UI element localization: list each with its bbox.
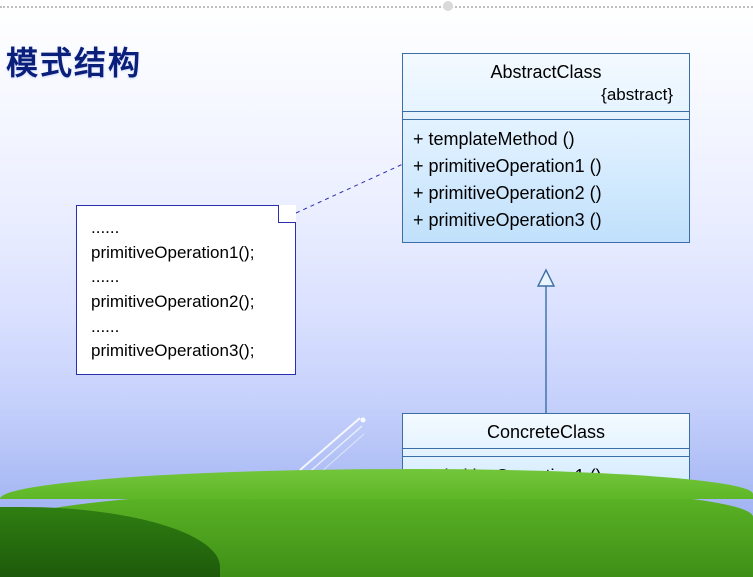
- uml-class-name: ConcreteClass: [487, 422, 605, 442]
- uml-abstract-class: AbstractClass {abstract} + templateMetho…: [402, 53, 690, 243]
- uml-title: AbstractClass {abstract}: [403, 54, 689, 112]
- uml-attributes-empty: [403, 112, 689, 120]
- note-line: ......: [91, 216, 281, 241]
- note-line: primitiveOperation3();: [91, 339, 281, 364]
- note-fold-icon: [278, 205, 296, 223]
- uml-attributes-empty: [403, 449, 689, 457]
- uml-op: + primitiveOperation2 (): [413, 180, 679, 207]
- page-title: 模式结构: [6, 38, 142, 84]
- uml-operations: + templateMethod () + primitiveOperation…: [403, 120, 689, 242]
- note-line: primitiveOperation2();: [91, 290, 281, 315]
- note-line: ......: [91, 265, 281, 290]
- uml-op: + primitiveOperation3 (): [413, 207, 679, 234]
- note-line: primitiveOperation1();: [91, 241, 281, 266]
- note-line: ......: [91, 315, 281, 340]
- uml-stereotype: {abstract}: [411, 84, 681, 107]
- top-separator-dot: [443, 1, 453, 11]
- note-box: ...... primitiveOperation1(); ...... pri…: [76, 205, 296, 375]
- uml-title: ConcreteClass: [403, 414, 689, 449]
- uml-op: + primitiveOperation1 (): [413, 153, 679, 180]
- uml-op: + templateMethod (): [413, 126, 679, 153]
- uml-class-name: AbstractClass: [490, 62, 601, 82]
- top-separator: [0, 6, 753, 8]
